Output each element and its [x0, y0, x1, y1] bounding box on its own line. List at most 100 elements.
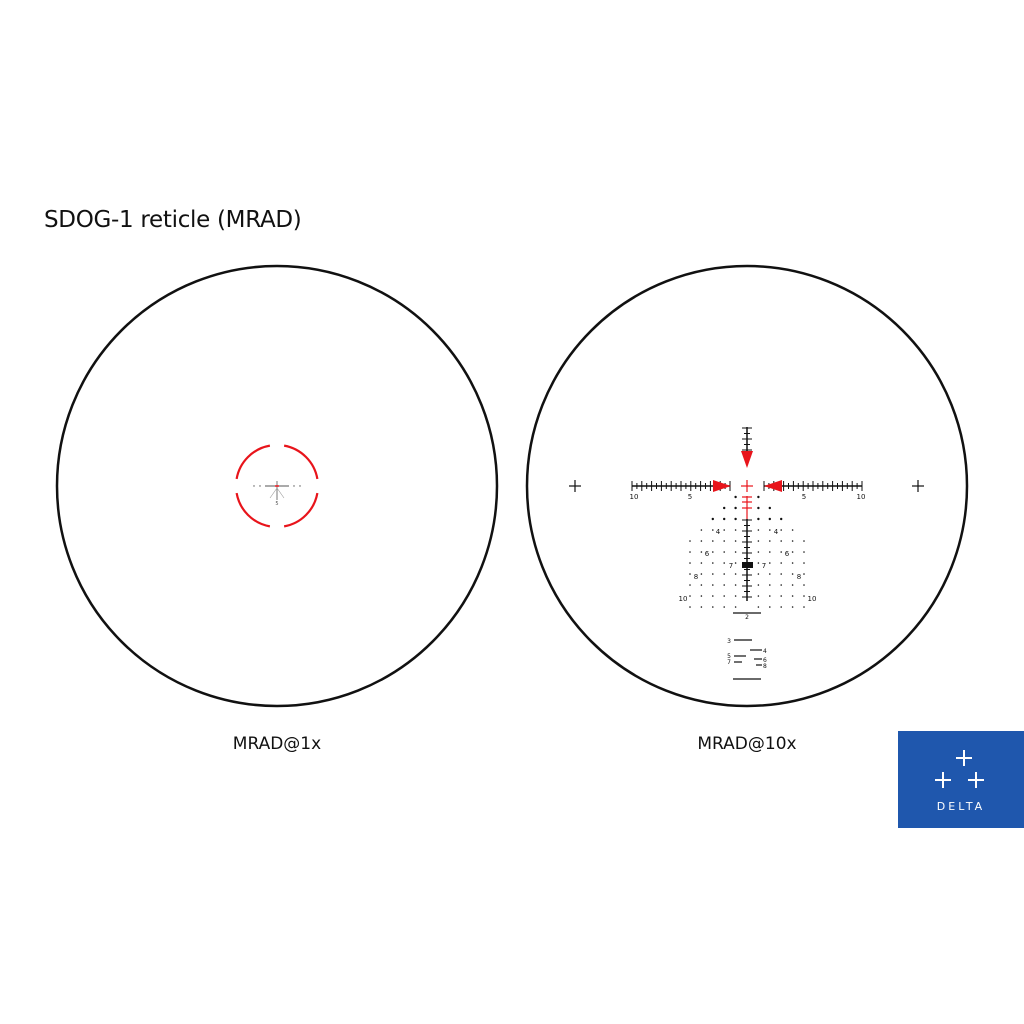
- h-label-right-5: 5: [802, 493, 806, 501]
- red-arrow-right: [764, 480, 782, 492]
- holdover-dot: [700, 551, 703, 553]
- holdover-dot: [769, 595, 771, 597]
- red-circle-segment: [235, 444, 271, 480]
- rf-label-5: 5: [727, 653, 731, 660]
- holdover-dot: [769, 606, 771, 608]
- holdover-dot: [803, 595, 805, 597]
- holdover-dot: [757, 540, 760, 542]
- holdover-dot: [712, 573, 714, 575]
- hold-label-10-l: 10: [679, 595, 688, 603]
- caption-1x: MRAD@1x: [232, 734, 322, 754]
- holdover-dot: [723, 573, 725, 575]
- holdover-dot: [769, 562, 771, 564]
- holdover-dot: [769, 573, 771, 575]
- holdover-dot: [689, 584, 691, 586]
- holdover-dot: [712, 606, 714, 608]
- red-arrow-top: [741, 451, 753, 468]
- holdover-dot: [791, 551, 794, 553]
- holdover-dot: [723, 551, 725, 553]
- holdover-dot: [768, 517, 771, 521]
- hold-label-7-r: 7: [762, 562, 766, 570]
- stadia-dot: [293, 485, 295, 487]
- holdover-dot: [780, 551, 782, 553]
- holdover-dot: [723, 517, 726, 521]
- holdover-dot: [689, 595, 691, 597]
- holdover-dot: [723, 562, 725, 564]
- caption-10x: MRAD@10x: [697, 734, 797, 754]
- holdover-dot: [791, 573, 794, 575]
- holdover-dot: [723, 584, 725, 586]
- holdover-dot: [780, 540, 782, 542]
- holdover-dot: [734, 495, 737, 499]
- holdover-dot: [803, 540, 805, 542]
- logo-crosses-icon: [935, 750, 984, 788]
- holdover-dot: [734, 595, 737, 597]
- holdover-dot: [712, 595, 714, 597]
- delta-logo: DELTA: [898, 731, 1024, 828]
- red-arrow-left: [713, 480, 731, 492]
- hold-label-4-r: 4: [774, 528, 779, 536]
- holdover-dot: [723, 540, 725, 542]
- holdover-dot: [723, 606, 725, 608]
- red-circle-segment: [283, 444, 319, 480]
- holdover-dot: [757, 606, 760, 608]
- rf-label-7: 7: [727, 659, 731, 666]
- holdover-dot: [803, 573, 805, 575]
- holdover-dot: [700, 573, 703, 575]
- holdover-dot: [700, 595, 703, 597]
- rf-label-8: 8: [763, 663, 767, 670]
- holdover-dot: [712, 529, 714, 531]
- holdover-dot: [757, 506, 760, 510]
- holdover-dot: [769, 540, 771, 542]
- holdover-dot: [780, 529, 782, 531]
- holdover-dot: [712, 540, 714, 542]
- rf-label-4: 4: [763, 648, 767, 655]
- holdover-dot: [734, 506, 737, 510]
- rf-label-2: 2: [745, 614, 749, 621]
- holdover-dot: [803, 551, 805, 553]
- holdover-dot: [757, 495, 760, 499]
- page-title: SDOG-1 reticle (MRAD): [44, 207, 302, 233]
- holdover-dot: [723, 529, 725, 531]
- holdover-dot: [803, 606, 805, 608]
- holdover-dot: [757, 595, 760, 597]
- holdover-dot: [757, 529, 760, 531]
- holdover-dot: [791, 595, 794, 597]
- holdover-dot: [791, 529, 794, 531]
- holdover-dot: [734, 529, 737, 531]
- holdover-dot: [757, 573, 760, 575]
- holdover-dot: [791, 606, 794, 608]
- holdover-dot: [780, 562, 782, 564]
- logo-text: DELTA: [936, 800, 986, 813]
- holdover-dot: [791, 540, 794, 542]
- holdover-line: [269, 487, 278, 499]
- holdover-dot: [734, 573, 737, 575]
- h-label-right-10: 10: [857, 493, 866, 501]
- rf-label-6: 6: [763, 657, 767, 664]
- holdover-dot: [791, 584, 794, 586]
- holdover-dot: [723, 595, 725, 597]
- holdover-dot: [769, 529, 771, 531]
- holdover-dot: [734, 584, 737, 586]
- reticle-1x: [235, 444, 319, 528]
- holdover-dot: [791, 562, 794, 564]
- stadia-dot: [259, 485, 261, 487]
- holdover-box: [742, 562, 753, 568]
- hold-label-10-r: 10: [808, 595, 817, 603]
- holdover-dot: [757, 551, 760, 553]
- holdover-dot: [734, 606, 737, 608]
- holdover-dot: [700, 540, 703, 542]
- hold-label-6-l: 6: [705, 550, 710, 558]
- holdover-dot: [734, 562, 737, 564]
- holdover-dot: [700, 606, 703, 608]
- holdover-dot: [769, 551, 771, 553]
- reticle-10x: [569, 427, 924, 680]
- holdover-dot: [757, 584, 760, 586]
- holdover-line: [276, 487, 285, 499]
- holdover-dot: [689, 562, 691, 564]
- holdover-dot: [803, 584, 805, 586]
- holdover-dot: [768, 506, 771, 510]
- holdover-dot: [700, 584, 703, 586]
- scope-circle-1x: [55, 264, 499, 708]
